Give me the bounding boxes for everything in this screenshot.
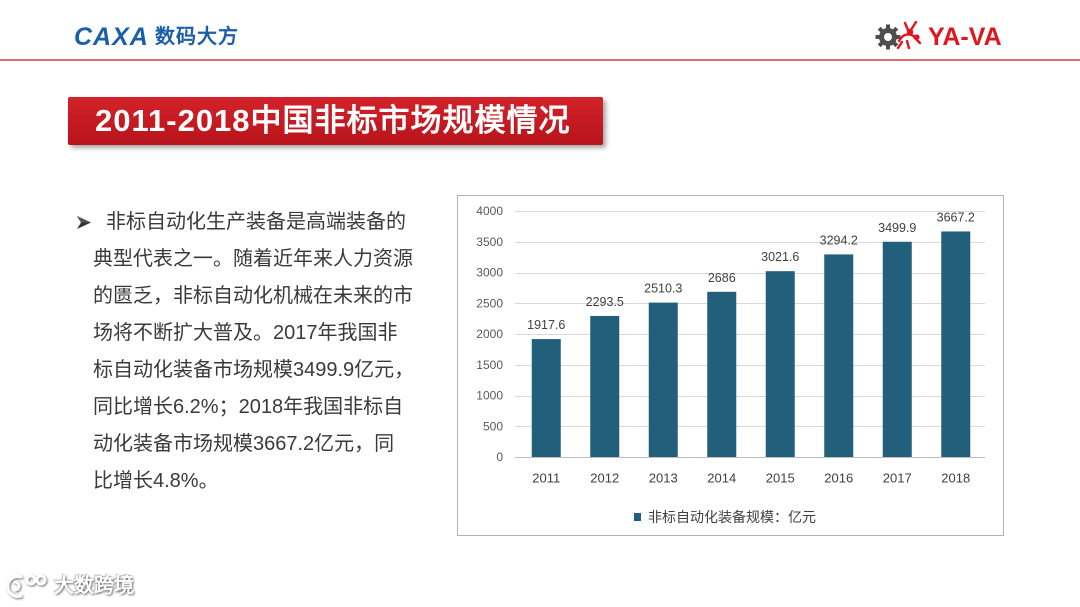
arrow-bullet-icon xyxy=(77,216,91,229)
caxa-logo-name: 数码大方 xyxy=(155,26,239,48)
legend-marker xyxy=(634,513,641,521)
body-line: 场将不断扩大普及。2017年我国非 xyxy=(93,322,398,344)
watermark-text: 大数跨境 xyxy=(54,575,134,597)
y-tick-label-3500: 3500 xyxy=(476,235,503,249)
yava-logo-text: YA-VA xyxy=(928,23,1002,51)
body-line: 典型代表之一。随着近年来人力资源 xyxy=(93,248,413,270)
x-tick-label-2016: 2016 xyxy=(824,471,853,486)
caxa-logo-text: CAXA xyxy=(74,23,149,51)
body-line: 比增长4.8%。 xyxy=(93,470,219,492)
x-tick-label-2015: 2015 xyxy=(766,471,795,486)
body-line: 动化装备市场规模3667.2亿元，同 xyxy=(93,433,395,455)
gear-icon xyxy=(875,24,901,50)
data-label-2017: 3499.9 xyxy=(878,221,916,235)
bar-2012 xyxy=(590,315,620,457)
y-tick-label-3000: 3000 xyxy=(476,266,503,280)
body-line: 非标自动化生产装备是高端装备的 xyxy=(106,211,406,233)
bar-2015 xyxy=(765,271,795,457)
y-tick-label-4000: 4000 xyxy=(476,204,503,218)
body-paragraph: 非标自动化生产装备是高端装备的 典型代表之一。随着近年来人力资源 的匮乏，非标自… xyxy=(93,204,414,500)
bar-2018 xyxy=(941,231,971,457)
data-label-2018: 3667.2 xyxy=(937,210,975,224)
legend-label: 非标自动化装备规模：亿元 xyxy=(648,509,816,525)
body-line: 标自动化装备市场规模3499.9亿元， xyxy=(93,359,415,381)
y-tick-label-1000: 1000 xyxy=(476,389,503,403)
mascot-icon xyxy=(896,20,922,50)
chart-frame: 0 500 1000 1500 2000 2500 3000 3500 4000 1917.6 20… xyxy=(457,195,1004,536)
y-tick-label-2000: 2000 xyxy=(476,327,503,341)
watermark-logo-icon xyxy=(6,574,47,598)
y-tick-label-500: 500 xyxy=(483,419,503,433)
x-tick-label-2018: 2018 xyxy=(941,471,970,486)
y-tick-label-1500: 1500 xyxy=(476,358,503,372)
x-tick-label-2011: 2011 xyxy=(532,471,560,486)
x-tick-label-2012: 2012 xyxy=(590,471,619,486)
data-label-2011: 1917.6 xyxy=(527,318,565,332)
x-tick-label-2013: 2013 xyxy=(649,471,678,486)
title-bar: 2011-2018中国非标市场规模情况 xyxy=(68,97,603,145)
data-label-2015: 3021.6 xyxy=(761,250,799,264)
bar-2011 xyxy=(531,339,561,457)
data-label-2013: 2510.3 xyxy=(644,282,682,296)
y-tick-label-0: 0 xyxy=(496,450,503,464)
x-tick-label-2014: 2014 xyxy=(707,471,736,486)
header-rule xyxy=(0,59,1080,61)
data-label-2014: 2686 xyxy=(708,271,736,285)
data-label-2012: 2293.5 xyxy=(586,295,624,309)
body-line: 的匮乏，非标自动化机械在未来的市 xyxy=(93,285,413,307)
bar-2014 xyxy=(707,291,737,457)
x-tick-label-2017: 2017 xyxy=(883,471,912,486)
bar-2016 xyxy=(824,254,854,457)
bar-2017 xyxy=(882,241,912,457)
data-label-2016: 3294.2 xyxy=(820,233,858,247)
bar-2013 xyxy=(648,302,678,457)
page-title: 2011-2018中国非标市场规模情况 xyxy=(95,103,571,138)
bar-chart: 0 500 1000 1500 2000 2500 3000 3500 4000 1917.6 20… xyxy=(476,204,985,525)
y-tick-label-2500: 2500 xyxy=(476,296,503,310)
body-line: 同比增长6.2%；2018年我国非标自 xyxy=(93,396,404,418)
